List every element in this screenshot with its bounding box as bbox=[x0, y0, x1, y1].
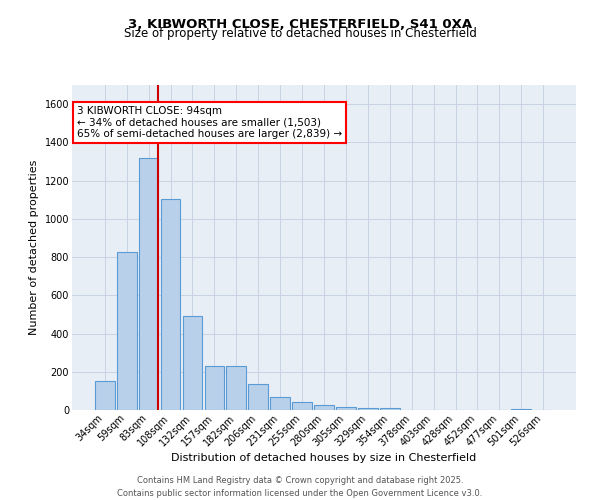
Bar bbox=[205, 366, 224, 410]
Bar bbox=[161, 198, 181, 410]
Text: 3, KIBWORTH CLOSE, CHESTERFIELD, S41 0XA: 3, KIBWORTH CLOSE, CHESTERFIELD, S41 0XA bbox=[128, 18, 472, 30]
Bar bbox=[226, 366, 246, 410]
Bar bbox=[314, 405, 334, 410]
Bar bbox=[270, 396, 290, 410]
Text: Contains HM Land Registry data © Crown copyright and database right 2025.
Contai: Contains HM Land Registry data © Crown c… bbox=[118, 476, 482, 498]
Bar bbox=[358, 408, 378, 410]
Bar bbox=[292, 402, 312, 410]
Bar bbox=[117, 252, 137, 410]
Bar bbox=[248, 384, 268, 410]
Bar bbox=[139, 158, 158, 410]
Text: Size of property relative to detached houses in Chesterfield: Size of property relative to detached ho… bbox=[124, 28, 476, 40]
Y-axis label: Number of detached properties: Number of detached properties bbox=[29, 160, 39, 335]
Bar bbox=[182, 316, 202, 410]
Text: 3 KIBWORTH CLOSE: 94sqm
← 34% of detached houses are smaller (1,503)
65% of semi: 3 KIBWORTH CLOSE: 94sqm ← 34% of detache… bbox=[77, 106, 342, 140]
Bar bbox=[95, 382, 115, 410]
X-axis label: Distribution of detached houses by size in Chesterfield: Distribution of detached houses by size … bbox=[172, 454, 476, 464]
Bar bbox=[511, 408, 531, 410]
Bar bbox=[336, 407, 356, 410]
Bar bbox=[380, 408, 400, 410]
